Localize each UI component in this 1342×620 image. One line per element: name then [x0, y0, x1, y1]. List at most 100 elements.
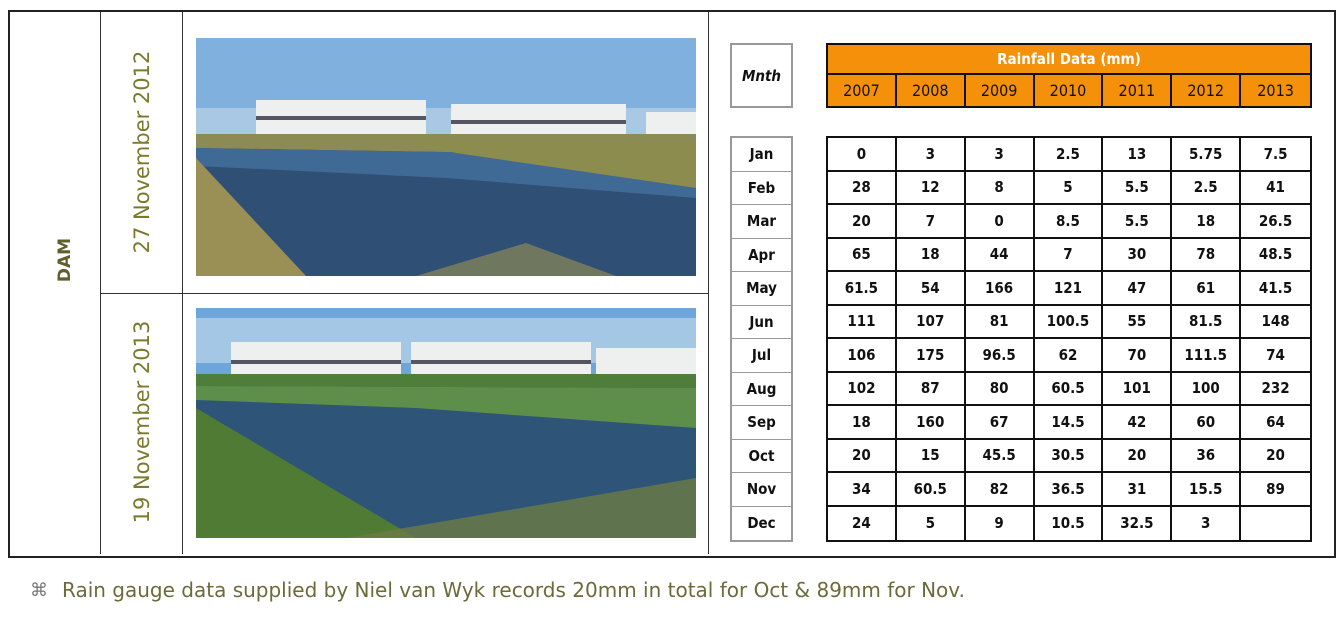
photo-date: 27 November 2012	[130, 22, 154, 282]
rain-value: 100	[1172, 373, 1241, 407]
divider	[100, 12, 101, 554]
rain-value: 8.5	[1035, 205, 1104, 239]
rain-value: 102	[828, 373, 897, 407]
rain-value: 60.5	[897, 473, 966, 507]
year-header: 2011	[1103, 75, 1172, 106]
row-label: DAM	[55, 215, 75, 305]
rain-value: 65	[828, 239, 897, 273]
rain-value: 81	[966, 306, 1035, 340]
rain-value: 148	[1241, 306, 1310, 340]
rain-value: 44	[966, 239, 1035, 273]
rain-value: 18	[897, 239, 966, 273]
photo	[196, 38, 696, 276]
rain-value: 24	[828, 507, 897, 541]
rain-value: 70	[1103, 339, 1172, 373]
rain-value: 20	[1103, 440, 1172, 474]
rain-value: 48.5	[1241, 239, 1310, 273]
rain-value: 15	[897, 440, 966, 474]
rain-value: 175	[897, 339, 966, 373]
rain-value: 36.5	[1035, 473, 1104, 507]
month-label: Nov	[732, 473, 791, 507]
photo-date: 19 November 2013	[130, 292, 154, 552]
rain-value: 32.5	[1103, 507, 1172, 541]
bullet-icon: ⌘	[30, 580, 48, 601]
rain-value: 64	[1241, 406, 1310, 440]
month-header-box: Mnth	[730, 43, 793, 108]
rain-value: 96.5	[966, 339, 1035, 373]
rain-value: 106	[828, 339, 897, 373]
rain-value: 0	[966, 205, 1035, 239]
rain-value: 20	[1241, 440, 1310, 474]
rain-value: 20	[828, 440, 897, 474]
rain-value: 41.5	[1241, 272, 1310, 306]
month-label: Jul	[732, 339, 791, 373]
rain-value: 61	[1172, 272, 1241, 306]
rain-value: 101	[1103, 373, 1172, 407]
divider	[100, 293, 708, 294]
rain-value: 31	[1103, 473, 1172, 507]
year-header: 2013	[1241, 75, 1310, 106]
rain-value: 13	[1103, 138, 1172, 172]
rain-value: 30	[1103, 239, 1172, 273]
rain-value: 10.5	[1035, 507, 1104, 541]
rain-value: 55	[1103, 306, 1172, 340]
month-header: Mnth	[732, 45, 791, 106]
year-header: 2008	[897, 75, 966, 106]
rain-value: 41	[1241, 172, 1310, 206]
rain-value: 60.5	[1035, 373, 1104, 407]
rain-value: 30.5	[1035, 440, 1104, 474]
rain-value: 20	[828, 205, 897, 239]
rain-value: 61.5	[828, 272, 897, 306]
rain-value: 36	[1172, 440, 1241, 474]
rain-value: 5	[897, 507, 966, 541]
month-label: Aug	[732, 373, 791, 407]
month-label: Jan	[732, 138, 791, 172]
rain-value: 160	[897, 406, 966, 440]
rain-value: 14.5	[1035, 406, 1104, 440]
year-header: 2012	[1172, 75, 1241, 106]
rain-value: 89	[1241, 473, 1310, 507]
rain-value: 81.5	[1172, 306, 1241, 340]
rain-value: 100.5	[1035, 306, 1104, 340]
rain-value: 0	[828, 138, 897, 172]
rain-value: 18	[828, 406, 897, 440]
divider	[708, 12, 709, 554]
rain-value: 2.5	[1035, 138, 1104, 172]
year-header: 2010	[1035, 75, 1104, 106]
month-label: Apr	[732, 239, 791, 273]
rain-value: 5	[1035, 172, 1104, 206]
rain-value: 2.5	[1172, 172, 1241, 206]
table-title: Rainfall Data (mm)	[828, 45, 1310, 75]
rain-value: 232	[1241, 373, 1310, 407]
rain-value: 5.5	[1103, 172, 1172, 206]
rain-value: 107	[897, 306, 966, 340]
rain-value: 62	[1035, 339, 1104, 373]
rain-value: 34	[828, 473, 897, 507]
rain-value: 3	[897, 138, 966, 172]
rain-value: 15.5	[1172, 473, 1241, 507]
rain-value: 28	[828, 172, 897, 206]
rain-value: 5.5	[1103, 205, 1172, 239]
rain-value: 82	[966, 473, 1035, 507]
rain-value: 18	[1172, 205, 1241, 239]
photo	[196, 308, 696, 538]
month-label: Feb	[732, 172, 791, 206]
month-label: Sep	[732, 406, 791, 440]
rain-value: 7.5	[1241, 138, 1310, 172]
rain-value: 42	[1103, 406, 1172, 440]
rain-value: 166	[966, 272, 1035, 306]
rain-value: 47	[1103, 272, 1172, 306]
rain-value: 80	[966, 373, 1035, 407]
rain-value: 7	[897, 205, 966, 239]
rain-value: 12	[897, 172, 966, 206]
rain-value: 67	[966, 406, 1035, 440]
rain-value: 8	[966, 172, 1035, 206]
rain-value: 7	[1035, 239, 1104, 273]
rain-value: 9	[966, 507, 1035, 541]
rain-value: 54	[897, 272, 966, 306]
rain-value: 26.5	[1241, 205, 1310, 239]
rain-value: 111.5	[1172, 339, 1241, 373]
rain-value: 45.5	[966, 440, 1035, 474]
rain-value: 74	[1241, 339, 1310, 373]
rain-value: 3	[1172, 507, 1241, 541]
